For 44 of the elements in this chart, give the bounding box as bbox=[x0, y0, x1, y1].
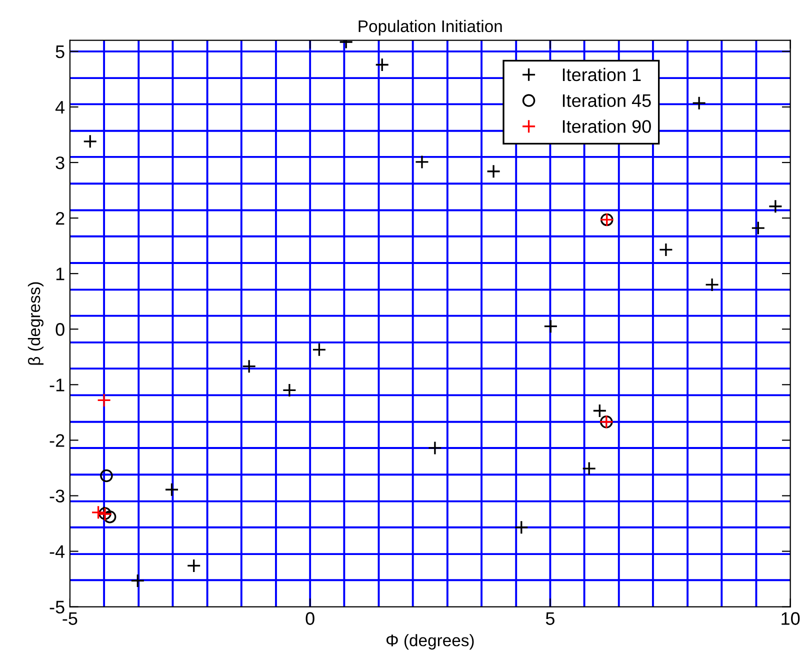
point bbox=[100, 469, 113, 482]
x-tick-label: 10 bbox=[782, 612, 800, 625]
point bbox=[375, 58, 390, 72]
y-tick-label: -3 bbox=[50, 490, 64, 502]
point bbox=[692, 96, 706, 110]
point bbox=[544, 319, 558, 334]
point bbox=[186, 558, 201, 573]
y-tick-label: -5 bbox=[50, 600, 64, 614]
point bbox=[282, 383, 297, 398]
y-tick-label: 4 bbox=[55, 101, 65, 114]
y-tick-label: -4 bbox=[50, 545, 65, 558]
point bbox=[96, 393, 112, 408]
legend-label: Iteration 45 bbox=[562, 94, 651, 108]
legend-label: Iteration 90 bbox=[562, 120, 651, 133]
point bbox=[164, 482, 179, 497]
point bbox=[582, 461, 596, 476]
x-tick-label: 0 bbox=[306, 612, 314, 625]
x-axis-title: Φ (degrees) bbox=[386, 634, 474, 650]
y-axis-title: β (degress) bbox=[28, 282, 44, 365]
point bbox=[514, 520, 528, 534]
y-tick-label: 1 bbox=[56, 268, 64, 280]
point bbox=[91, 505, 106, 520]
chart-title: Population Initiation bbox=[358, 20, 502, 36]
point bbox=[704, 278, 720, 292]
y-tick-label: 3 bbox=[56, 156, 64, 170]
y-tick-label: 0 bbox=[56, 323, 64, 336]
point bbox=[768, 199, 783, 214]
point bbox=[751, 220, 766, 236]
x-tick-label: 5 bbox=[546, 612, 554, 625]
legend-label: Iteration 1 bbox=[562, 68, 641, 82]
point bbox=[592, 404, 607, 418]
y-tick-label: 2 bbox=[56, 212, 64, 225]
point bbox=[130, 574, 145, 588]
point bbox=[658, 242, 674, 257]
point bbox=[312, 342, 326, 357]
point bbox=[83, 134, 98, 148]
point bbox=[103, 510, 116, 524]
y-tick-label: -2 bbox=[50, 434, 64, 447]
y-tick-label: 5 bbox=[56, 46, 64, 58]
point bbox=[414, 154, 430, 170]
point bbox=[242, 359, 256, 374]
point bbox=[428, 440, 442, 456]
point bbox=[486, 164, 501, 178]
y-tick-label: -1 bbox=[50, 378, 64, 392]
